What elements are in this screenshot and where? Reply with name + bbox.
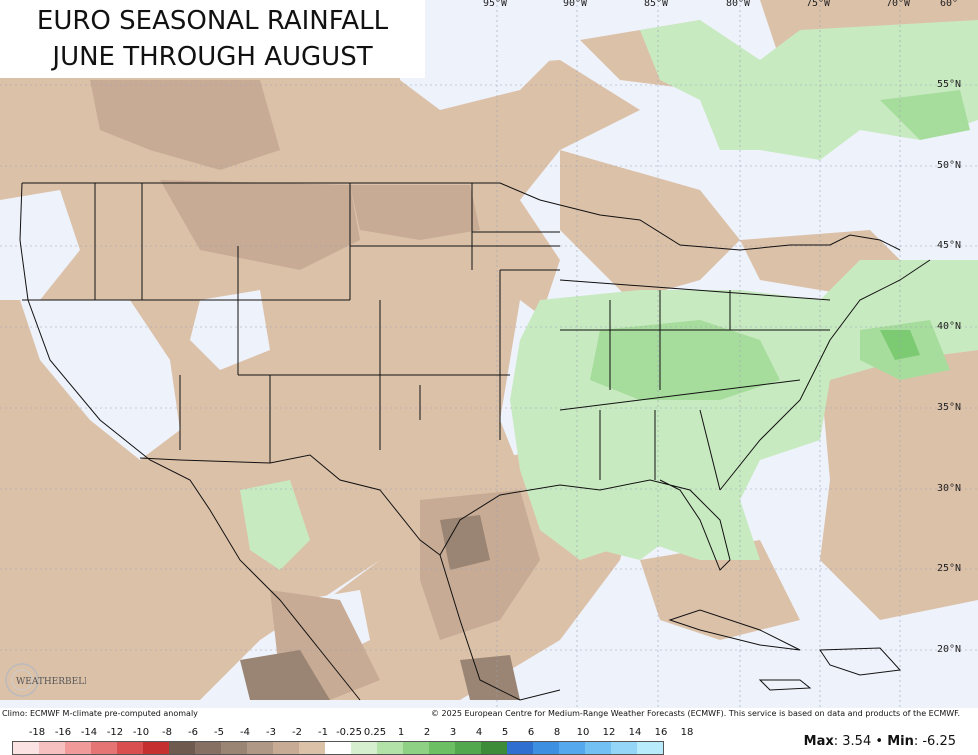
legend-tick-label: -12: [106, 727, 124, 738]
legend-swatch: [169, 742, 195, 754]
legend-tick-label: -18: [28, 727, 46, 738]
legend-swatch: [13, 742, 39, 754]
lat-label-40n: 40°N: [937, 321, 962, 332]
legend-tick-label: 5: [501, 727, 509, 738]
legend-swatch: [403, 742, 429, 754]
legend-tick-label: 6: [527, 727, 535, 738]
legend-tick-label: 18: [680, 727, 694, 738]
max-value: 3.54: [842, 734, 872, 749]
lat-label-30n: 30°N: [937, 483, 962, 494]
legend-swatch: [221, 742, 247, 754]
lat-label-25n: 25°N: [937, 563, 962, 574]
legend-tick-label: 8: [553, 727, 561, 738]
min-value: -6.25: [922, 734, 956, 749]
svg-text:WEATHERBELL: WEATHERBELL: [16, 677, 86, 687]
legend-tick-label: -0.25: [336, 727, 362, 738]
legend-swatch: [429, 742, 455, 754]
title-line-1: EURO SEASONAL RAINFALL: [36, 6, 389, 36]
legend-swatch: [325, 742, 351, 754]
footer-climo-note: Climo: ECMWF M-climate pre-computed anom…: [2, 709, 198, 718]
legend-tick-label: 3: [449, 727, 457, 738]
lon-label-80w: 80°W: [726, 0, 751, 9]
legend-tick-label: 16: [654, 727, 668, 738]
legend-swatch: [299, 742, 325, 754]
stats-separator: •: [875, 734, 884, 749]
legend-tick-label: -2: [292, 727, 302, 738]
legend-tick-label: -3: [266, 727, 276, 738]
title-box: EURO SEASONAL RAINFALL JUNE THROUGH AUGU…: [0, 0, 425, 78]
lon-label-85w: 85°W: [644, 0, 669, 9]
lon-label-75w: 75°W: [806, 0, 831, 9]
legend-swatch: [507, 742, 533, 754]
legend-tick-label: -4: [240, 727, 250, 738]
footer-copyright: © 2025 European Centre for Medium-Range …: [431, 709, 960, 718]
lon-label-95w: 95°W: [483, 0, 508, 9]
lat-label-45n: 45°N: [937, 240, 962, 251]
legend-swatch: [585, 742, 611, 754]
lat-label-35n: 35°N: [937, 402, 962, 413]
color-legend: -18 -16 -14 -12 -10 -8 -6 -5 -4 -3 -2 -1 -0.25 0.25 1 2…: [0, 727, 700, 755]
legend-tick-label: 10: [576, 727, 590, 738]
legend-swatch: [117, 742, 143, 754]
title-line-2: JUNE THROUGH AUGUST: [52, 42, 373, 72]
legend-tick-label: 0.25: [363, 727, 387, 738]
lat-label-50n: 50°N: [937, 160, 962, 171]
legend-swatch: [247, 742, 273, 754]
legend-swatch: [637, 742, 663, 754]
legend-tick-label: 2: [423, 727, 431, 738]
legend-tick-label: -10: [132, 727, 150, 738]
lon-label-90w: 90°W: [563, 0, 588, 9]
lon-label-60: 60°: [940, 0, 959, 9]
legend-swatch: [91, 742, 117, 754]
legend-swatch: [195, 742, 221, 754]
lat-label-20n: 20°N: [937, 644, 962, 655]
legend-swatch: [377, 742, 403, 754]
max-label: Max: [803, 734, 834, 749]
political-boundaries: [19, 182, 931, 701]
legend-tick-label: 4: [475, 727, 483, 738]
legend-swatch: [273, 742, 299, 754]
graticule-lines: [0, 0, 978, 708]
lon-label-70w: 70°W: [886, 0, 911, 9]
legend-tick-label: -14: [80, 727, 98, 738]
legend-swatch: [65, 742, 91, 754]
legend-color-bar: [12, 741, 664, 755]
legend-swatch: [559, 742, 585, 754]
legend-tick-label: 14: [628, 727, 642, 738]
legend-tick-label: -1: [318, 727, 328, 738]
legend-swatch: [533, 742, 559, 754]
legend-swatch: [143, 742, 169, 754]
legend-tick-label: -16: [54, 727, 72, 738]
legend-swatch: [455, 742, 481, 754]
legend-swatch: [481, 742, 507, 754]
legend-tick-label: 1: [397, 727, 405, 738]
legend-swatch: [611, 742, 637, 754]
legend-tick-label: 12: [602, 727, 616, 738]
weatherbell-logo: WEATHERBELL: [5, 663, 86, 697]
min-label: Min: [887, 734, 914, 749]
legend-swatch: [39, 742, 65, 754]
rainfall-anomaly-map: [0, 0, 978, 708]
legend-tick-label: -5: [214, 727, 224, 738]
lat-label-55n: 55°N: [937, 79, 962, 90]
legend-tick-label: -6: [188, 727, 198, 738]
caribbean-islands: [668, 609, 902, 691]
legend-tick-label: -8: [162, 727, 172, 738]
legend-swatch: [351, 742, 377, 754]
max-min-stats: Max: 3.54 • Min: -6.25: [803, 734, 956, 749]
